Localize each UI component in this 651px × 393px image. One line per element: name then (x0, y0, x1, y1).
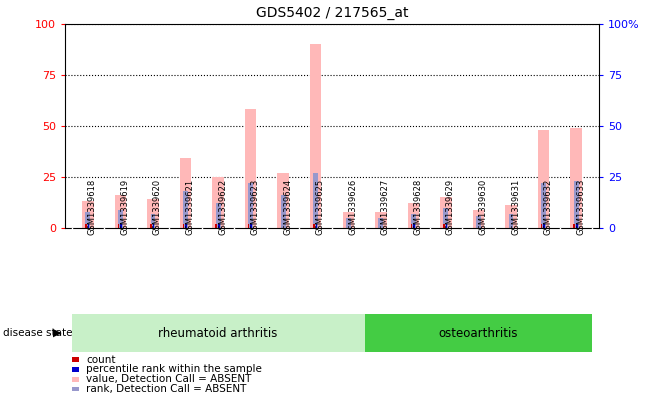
Bar (153, 224, 154, 228)
Bar (251, 224, 252, 228)
Bar (88, 224, 89, 228)
Bar (281, 195, 286, 228)
Bar (473, 209, 484, 228)
Text: GSM1339625: GSM1339625 (316, 179, 325, 235)
Bar (180, 158, 191, 228)
Text: rheumatoid arthritis: rheumatoid arthritis (158, 327, 278, 340)
Bar (313, 224, 314, 228)
Bar (115, 195, 126, 228)
Bar (538, 130, 549, 228)
Bar (411, 224, 412, 228)
Bar (147, 199, 159, 228)
Text: GSM1339630: GSM1339630 (478, 178, 488, 235)
Bar (118, 224, 119, 228)
Bar (150, 224, 152, 228)
Text: GSM1339622: GSM1339622 (218, 179, 227, 235)
Bar (411, 214, 416, 228)
Bar (215, 224, 217, 228)
Bar (342, 211, 354, 228)
Text: GSM1339632: GSM1339632 (544, 178, 553, 235)
Bar (186, 224, 187, 228)
Bar (443, 208, 449, 228)
Bar (313, 173, 318, 228)
Bar (505, 206, 517, 228)
Text: rank, Detection Call = ABSENT: rank, Detection Call = ABSENT (86, 384, 246, 393)
Bar (310, 44, 322, 228)
Bar (443, 224, 445, 228)
Text: osteoarthritis: osteoarthritis (439, 327, 518, 340)
Text: ▶: ▶ (53, 328, 62, 338)
Bar (72, 314, 365, 352)
Text: GSM1339626: GSM1339626 (348, 178, 357, 235)
Text: GSM1339627: GSM1339627 (381, 178, 390, 235)
Text: disease state: disease state (3, 328, 73, 338)
Bar (365, 314, 592, 352)
Text: GSM1339618: GSM1339618 (88, 178, 97, 235)
Bar (570, 128, 582, 228)
Bar (541, 183, 546, 228)
Bar (85, 224, 87, 228)
Title: GDS5402 / 217565_at: GDS5402 / 217565_at (256, 6, 408, 20)
Bar (576, 224, 577, 228)
Bar (212, 177, 224, 228)
Bar (476, 216, 481, 228)
Bar (544, 224, 545, 228)
Bar (183, 191, 188, 228)
Text: percentile rank within the sample: percentile rank within the sample (86, 364, 262, 375)
Bar (215, 204, 221, 228)
Bar (218, 224, 219, 228)
Text: count: count (86, 354, 115, 365)
Bar (248, 224, 249, 228)
Text: GSM1339624: GSM1339624 (283, 179, 292, 235)
Bar (120, 224, 122, 228)
Bar (316, 224, 317, 228)
Text: GSM1339633: GSM1339633 (576, 178, 585, 235)
Bar (118, 209, 123, 228)
Text: GSM1339620: GSM1339620 (153, 179, 162, 235)
Bar (408, 204, 419, 228)
Bar (85, 211, 90, 228)
Text: GSM1339628: GSM1339628 (413, 178, 422, 235)
Bar (508, 214, 514, 228)
Text: GSM1339631: GSM1339631 (511, 178, 520, 235)
Bar (574, 181, 579, 228)
Bar (346, 218, 351, 228)
Bar (375, 211, 387, 228)
Bar (413, 224, 415, 228)
Bar (248, 183, 253, 228)
Bar (277, 173, 289, 228)
Bar (541, 224, 542, 228)
Text: GSM1339621: GSM1339621 (186, 179, 195, 235)
Bar (446, 224, 447, 228)
Text: value, Detection Call = ABSENT: value, Detection Call = ABSENT (86, 374, 251, 384)
Bar (82, 201, 94, 228)
Bar (440, 197, 452, 228)
Bar (378, 218, 383, 228)
Bar (245, 109, 256, 228)
Bar (150, 214, 156, 228)
Bar (574, 224, 575, 228)
Bar (183, 224, 184, 228)
Text: GSM1339629: GSM1339629 (446, 179, 455, 235)
Text: GSM1339619: GSM1339619 (120, 179, 130, 235)
Text: GSM1339623: GSM1339623 (251, 178, 260, 235)
